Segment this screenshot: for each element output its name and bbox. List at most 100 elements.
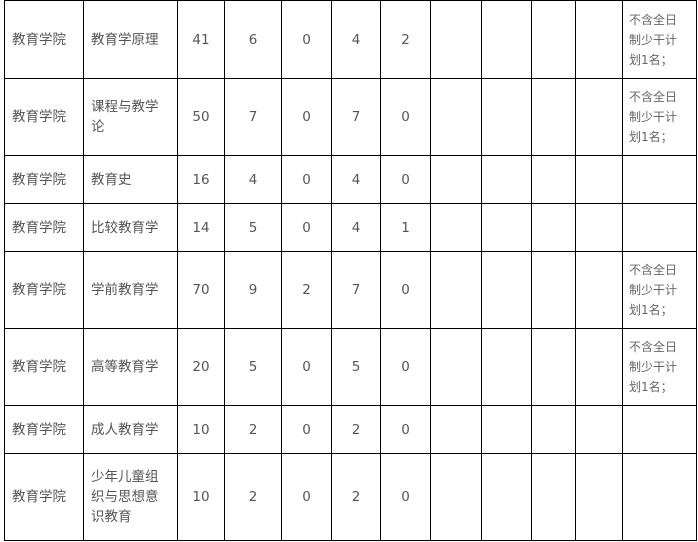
empty-cell bbox=[575, 328, 623, 406]
empty-cell bbox=[430, 203, 482, 252]
empty-cell bbox=[430, 155, 482, 204]
number-cell: 0 bbox=[380, 251, 431, 329]
number-cell: 0 bbox=[380, 453, 431, 541]
number-cell: 0 bbox=[281, 203, 332, 252]
number-cell: 0 bbox=[281, 0, 332, 79]
number-cell: 10 bbox=[177, 453, 225, 541]
major-cell: 学前教育学 bbox=[83, 251, 178, 329]
college-cell: 教育学院 bbox=[4, 251, 84, 329]
empty-cell bbox=[481, 328, 532, 406]
empty-cell bbox=[430, 405, 482, 454]
empty-cell bbox=[481, 405, 532, 454]
empty-cell bbox=[430, 78, 482, 156]
major-cell: 少年儿童组织与思想意识教育 bbox=[83, 453, 178, 541]
empty-cell bbox=[430, 0, 482, 79]
college-cell: 教育学院 bbox=[4, 203, 84, 252]
number-cell: 5 bbox=[224, 203, 282, 252]
empty-cell bbox=[531, 0, 576, 79]
empty-cell bbox=[531, 328, 576, 406]
number-cell: 5 bbox=[224, 328, 282, 406]
number-cell: 0 bbox=[281, 405, 332, 454]
empty-cell bbox=[575, 405, 623, 454]
college-cell: 教育学院 bbox=[4, 453, 84, 541]
college-cell: 教育学院 bbox=[4, 78, 84, 156]
empty-cell bbox=[575, 453, 623, 541]
note-cell: 不含全日制少干计划1名； bbox=[622, 328, 697, 406]
major-cell: 比较教育学 bbox=[83, 203, 178, 252]
empty-cell bbox=[575, 78, 623, 156]
number-cell: 2 bbox=[224, 405, 282, 454]
number-cell: 14 bbox=[177, 203, 225, 252]
number-cell: 4 bbox=[224, 155, 282, 204]
major-cell: 高等教育学 bbox=[83, 328, 178, 406]
number-cell: 0 bbox=[281, 328, 332, 406]
number-cell: 16 bbox=[177, 155, 225, 204]
major-cell: 教育史 bbox=[83, 155, 178, 204]
number-cell: 10 bbox=[177, 405, 225, 454]
number-cell: 2 bbox=[331, 405, 381, 454]
number-cell: 6 bbox=[224, 0, 282, 79]
empty-cell bbox=[531, 78, 576, 156]
number-cell: 7 bbox=[224, 78, 282, 156]
number-cell: 7 bbox=[331, 78, 381, 156]
number-cell: 4 bbox=[331, 155, 381, 204]
number-cell: 2 bbox=[331, 453, 381, 541]
empty-cell bbox=[531, 453, 576, 541]
table-row: 教育学院 教育史 16 4 0 4 0 bbox=[4, 155, 697, 204]
empty-cell bbox=[531, 251, 576, 329]
empty-cell bbox=[531, 155, 576, 204]
empty-cell bbox=[531, 405, 576, 454]
number-cell: 20 bbox=[177, 328, 225, 406]
empty-cell bbox=[430, 328, 482, 406]
major-cell: 课程与教学论 bbox=[83, 78, 178, 156]
number-cell: 41 bbox=[177, 0, 225, 79]
note-cell: 不含全日制少干计划1名； bbox=[622, 78, 697, 156]
number-cell: 2 bbox=[281, 251, 332, 329]
empty-cell bbox=[430, 453, 482, 541]
note-cell: 不含全日制少干计划1名； bbox=[622, 0, 697, 79]
college-cell: 教育学院 bbox=[4, 405, 84, 454]
number-cell: 0 bbox=[281, 78, 332, 156]
number-cell: 0 bbox=[380, 328, 431, 406]
college-cell: 教育学院 bbox=[4, 155, 84, 204]
college-cell: 教育学院 bbox=[4, 0, 84, 79]
empty-cell bbox=[575, 155, 623, 204]
enrollment-table: 教育学院 教育学原理 41 6 0 4 2 不含全日制少干计划1名； 教育学院 课程与教学论 50 7… bbox=[4, 0, 697, 541]
empty-cell bbox=[575, 203, 623, 252]
table-row: 教育学院 高等教育学 20 5 0 5 0 不含全日制少干计划1名； bbox=[4, 328, 697, 406]
table-row: 教育学院 教育学原理 41 6 0 4 2 不含全日制少干计划1名； bbox=[4, 0, 697, 79]
table-row: 教育学院 成人教育学 10 2 0 2 0 bbox=[4, 405, 697, 454]
number-cell: 1 bbox=[380, 203, 431, 252]
number-cell: 0 bbox=[281, 155, 332, 204]
empty-cell bbox=[481, 251, 532, 329]
number-cell: 9 bbox=[224, 251, 282, 329]
number-cell: 2 bbox=[380, 0, 431, 79]
number-cell: 5 bbox=[331, 328, 381, 406]
empty-cell bbox=[430, 251, 482, 329]
empty-cell bbox=[481, 155, 532, 204]
number-cell: 7 bbox=[331, 251, 381, 329]
note-cell bbox=[622, 405, 697, 454]
note-cell bbox=[622, 203, 697, 252]
number-cell: 2 bbox=[224, 453, 282, 541]
number-cell: 0 bbox=[380, 78, 431, 156]
number-cell: 50 bbox=[177, 78, 225, 156]
number-cell: 4 bbox=[331, 0, 381, 79]
empty-cell bbox=[575, 0, 623, 79]
table-row: 教育学院 少年儿童组织与思想意识教育 10 2 0 2 0 bbox=[4, 453, 697, 541]
table-row: 教育学院 学前教育学 70 9 2 7 0 不含全日制少干计划1名； bbox=[4, 251, 697, 329]
number-cell: 0 bbox=[380, 155, 431, 204]
major-cell: 成人教育学 bbox=[83, 405, 178, 454]
table-row: 教育学院 课程与教学论 50 7 0 7 0 不含全日制少干计划1名； bbox=[4, 78, 697, 156]
number-cell: 0 bbox=[281, 453, 332, 541]
empty-cell bbox=[531, 203, 576, 252]
note-cell bbox=[622, 453, 697, 541]
major-cell: 教育学原理 bbox=[83, 0, 178, 79]
note-cell: 不含全日制少干计划1名； bbox=[622, 251, 697, 329]
empty-cell bbox=[575, 251, 623, 329]
number-cell: 0 bbox=[380, 405, 431, 454]
number-cell: 4 bbox=[331, 203, 381, 252]
note-cell bbox=[622, 155, 697, 204]
empty-cell bbox=[481, 0, 532, 79]
number-cell: 70 bbox=[177, 251, 225, 329]
